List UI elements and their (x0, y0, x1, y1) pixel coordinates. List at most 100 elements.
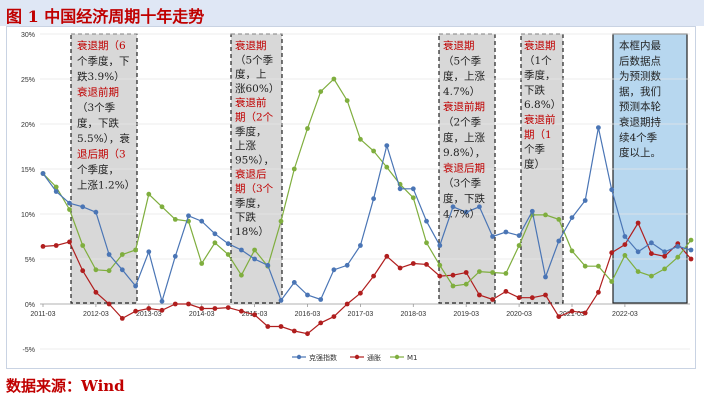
data-point-1 (371, 196, 376, 202)
data-point-2 (93, 289, 99, 295)
data-point-2 (609, 250, 615, 256)
annotation-text-2: 衰退后 (235, 168, 267, 181)
data-point-1 (543, 274, 548, 280)
legend-label: 通胀 (367, 353, 381, 362)
data-point-3 (662, 266, 667, 272)
data-point-2 (635, 220, 641, 226)
data-point-2 (688, 256, 694, 262)
data-point-3 (635, 269, 641, 274)
annotation-text-3: 4.7%） (443, 86, 480, 98)
series-line-1 (42, 127, 692, 304)
x-tick-label: 2017-03 (348, 311, 374, 318)
data-point-1 (569, 215, 575, 221)
data-point-3 (543, 212, 548, 218)
x-tick-label: 2011-03 (30, 311, 55, 318)
data-point-3 (331, 76, 337, 82)
data-point-1 (93, 209, 99, 215)
data-point-3 (424, 240, 429, 246)
data-point-3 (384, 164, 390, 170)
data-point-1 (649, 240, 654, 246)
annotation-text-5: 续4个季 (619, 131, 658, 144)
annotation-text-1: 跌3.9%） (77, 70, 125, 83)
data-point-2 (199, 306, 205, 311)
data-point-1 (503, 229, 509, 235)
data-point-1 (450, 204, 456, 210)
data-point-1 (397, 186, 403, 192)
data-point-3 (106, 268, 112, 274)
data-source: 数据来源：Wind (6, 377, 125, 395)
annotation-text-3: 衰退后期 (443, 161, 485, 174)
data-point-1 (53, 189, 59, 194)
data-point-3 (159, 204, 165, 210)
annotation-text-4: 季度， (524, 69, 556, 82)
x-tick-label: 2020-03 (506, 311, 532, 318)
annotation-text-3: 9.8%）， (443, 147, 485, 159)
data-point-1 (305, 292, 310, 298)
annotation-text-2: 18%） (235, 226, 269, 238)
data-point-2 (318, 320, 324, 326)
data-point-1 (159, 298, 165, 304)
data-point-1 (437, 243, 443, 248)
annotation-text-5: 衰退期持 (619, 116, 661, 129)
annotation-text-2: 上涨 (235, 140, 256, 152)
data-point-2 (225, 305, 231, 310)
y-tick-label: 25% (21, 77, 35, 84)
y-tick-label: 5% (25, 257, 35, 264)
data-point-3 (344, 98, 350, 103)
annotation-text-1: 个季度，下 (77, 55, 130, 68)
data-point-3 (252, 247, 257, 253)
data-point-1 (384, 143, 390, 149)
x-tick-label: 2022-03 (612, 311, 638, 318)
data-point-3 (649, 273, 654, 279)
annotation-text-2: 季度， (235, 125, 267, 138)
annotation-text-5: 度以上。 (619, 146, 661, 159)
data-point-3 (278, 218, 284, 224)
data-point-1 (146, 249, 152, 255)
annotation-text-4: 衰退期 (524, 39, 556, 52)
data-point-2 (53, 243, 59, 248)
data-point-2 (344, 301, 350, 307)
annotation-text-1: 个季度， (77, 163, 119, 176)
data-point-2 (106, 301, 112, 307)
data-point-2 (384, 253, 390, 259)
data-point-2 (371, 273, 376, 279)
data-point-1 (80, 204, 86, 210)
data-point-2 (569, 308, 575, 314)
annotation-text-3: 4.7%） (443, 208, 480, 220)
data-point-3 (450, 283, 456, 289)
data-point-2 (662, 253, 667, 259)
annotation-text-2: 季度， (235, 196, 267, 209)
annotation-text-4: 6.8%） (524, 99, 561, 111)
data-point-3 (53, 184, 59, 190)
x-tick-label: 2019-03 (453, 311, 479, 318)
data-point-3 (80, 243, 86, 248)
annotation-text-1: 衰退期（6 (77, 39, 126, 52)
data-point-2 (305, 331, 310, 337)
data-point-1 (622, 234, 628, 239)
data-point-1 (529, 208, 535, 214)
data-point-1 (331, 267, 337, 273)
data-point-3 (688, 237, 694, 243)
annotation-text-2: 度，上 (235, 68, 267, 81)
data-point-2 (450, 272, 456, 278)
annotation-text-3: （2个季 (443, 117, 482, 129)
data-point-3 (212, 240, 218, 246)
data-point-2 (252, 312, 257, 318)
y-tick-label: -5% (23, 347, 35, 354)
data-point-2 (186, 301, 191, 307)
data-point-3 (67, 207, 72, 212)
data-point-2 (172, 301, 178, 307)
data-point-2 (516, 295, 522, 301)
data-point-1 (278, 298, 284, 303)
annotation-text-2: 衰退前 (235, 96, 267, 109)
data-point-2 (67, 239, 72, 245)
data-point-1 (212, 231, 218, 237)
x-tick-label: 2021-03 (559, 311, 585, 318)
data-point-2 (331, 314, 337, 319)
title-bar: 图 1 中国经济周期十年走势 (0, 0, 704, 26)
series-line-3 (42, 78, 692, 287)
data-point-1 (358, 243, 363, 248)
data-point-2 (239, 308, 244, 314)
data-point-3 (291, 166, 297, 172)
annotation-text-3: 衰退前期 (443, 100, 485, 113)
